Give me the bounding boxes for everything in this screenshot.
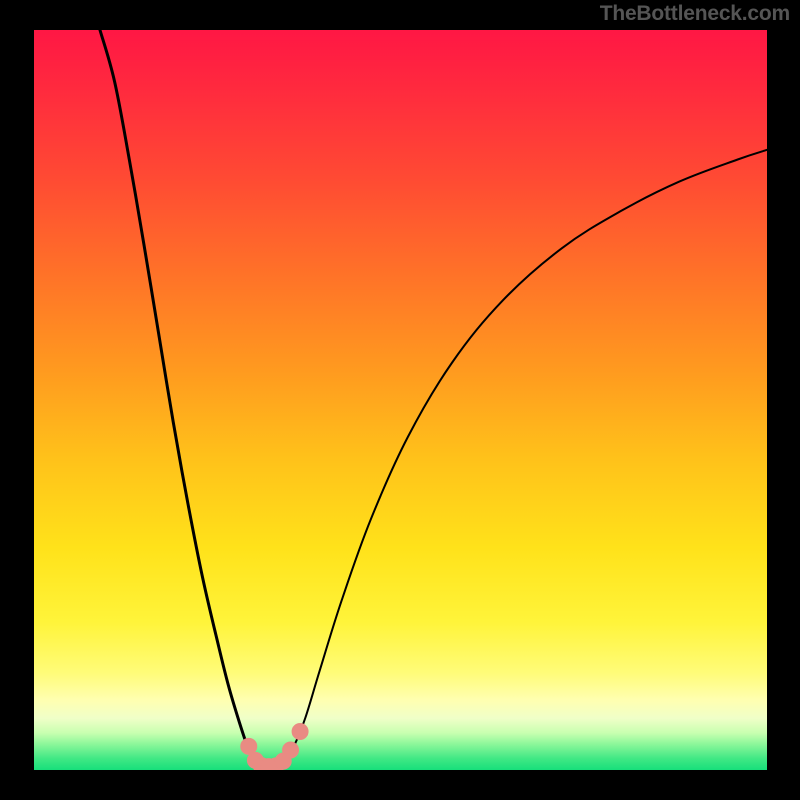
bottleneck-chart-svg: [0, 0, 800, 800]
plot-background: [34, 30, 767, 770]
chart-frame: TheBottleneck.com: [0, 0, 800, 800]
valley-marker: [292, 724, 308, 740]
valley-marker: [283, 742, 299, 758]
valley-marker: [241, 738, 257, 754]
watermark-text: TheBottleneck.com: [600, 2, 790, 26]
